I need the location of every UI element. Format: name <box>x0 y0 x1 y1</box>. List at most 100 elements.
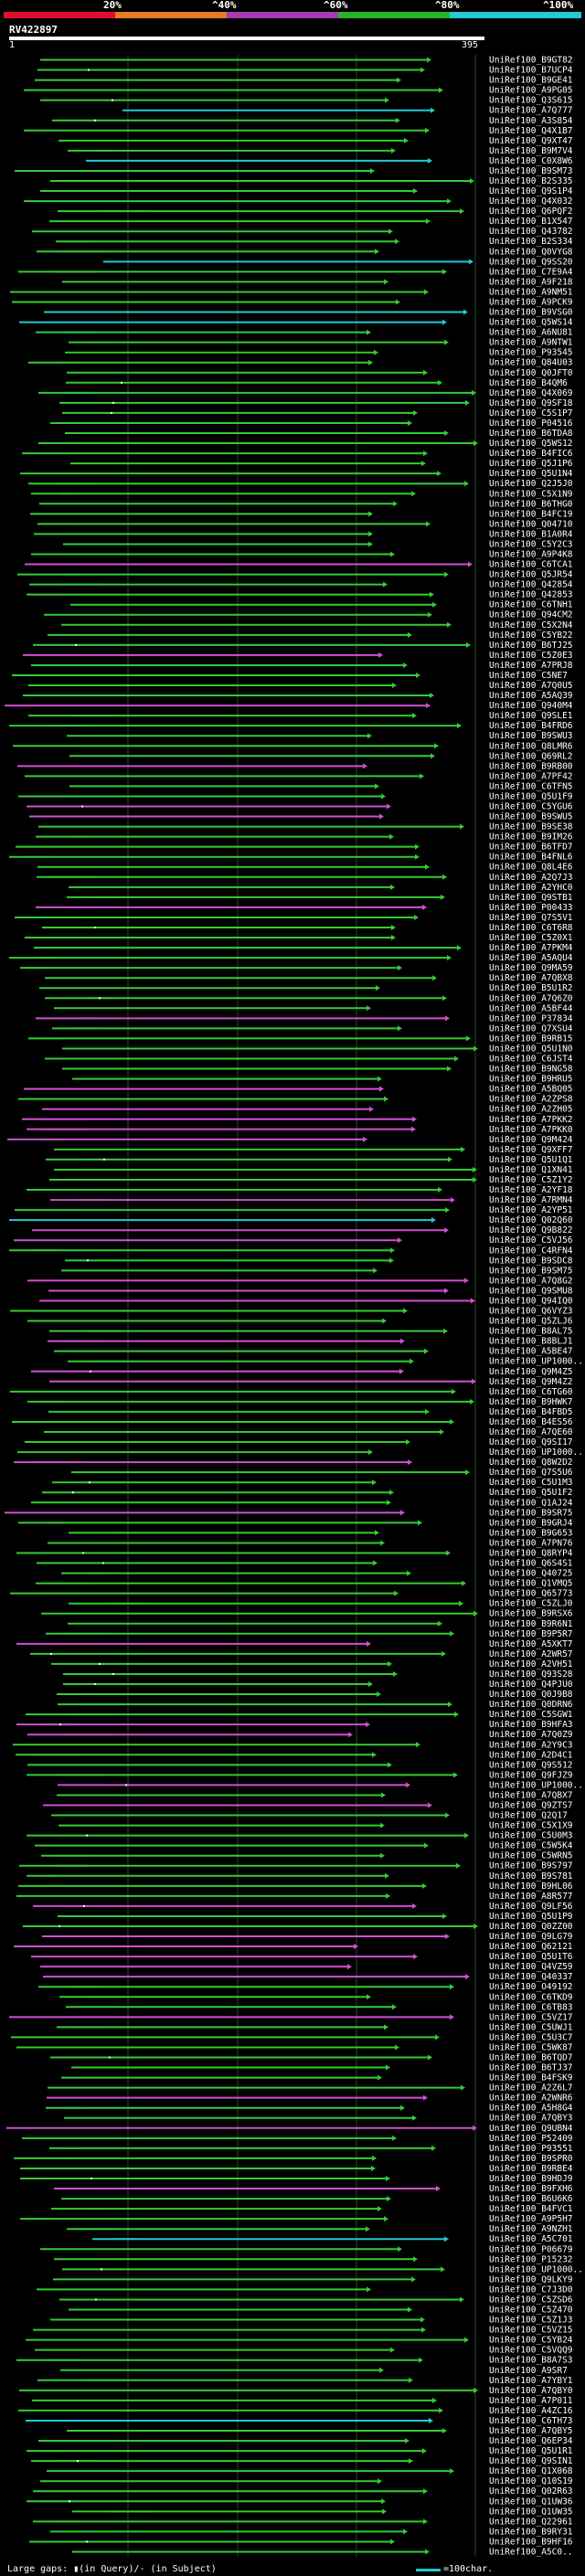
hit-label[interactable]: UniRef100_A9P5H7 <box>489 2214 573 2224</box>
hit-label[interactable]: UniRef100_Q4X1B7 <box>489 126 573 136</box>
hit-label[interactable]: UniRef100_B4ES56 <box>489 1417 573 1427</box>
hit-label[interactable]: UniRef100_A5BF44 <box>489 1003 573 1013</box>
hit-label[interactable]: UniRef100_B9S781 <box>489 1871 573 1882</box>
hit-label[interactable]: UniRef100_Q8W2D2 <box>489 1458 573 1468</box>
hit-label[interactable]: UniRef100_B9RY31 <box>489 2527 573 2537</box>
hit-label[interactable]: UniRef100_Q5U1T6 <box>489 1952 573 1962</box>
hit-label[interactable]: UniRef100_P93545 <box>489 348 573 358</box>
hit-label[interactable]: UniRef100_Q02Q60 <box>489 1215 573 1225</box>
hit-label[interactable]: UniRef100_B4QM6 <box>489 378 568 388</box>
hit-label[interactable]: UniRef100_Q94CM2 <box>489 610 573 620</box>
hit-label[interactable]: UniRef100_Q8LMR6 <box>489 741 573 751</box>
hit-label[interactable]: UniRef100_B5U1R2 <box>489 983 573 993</box>
hit-label[interactable]: UniRef100_A5BE47 <box>489 1347 573 1357</box>
hit-label[interactable]: UniRef100_C5YB24 <box>489 2336 573 2346</box>
hit-label[interactable]: UniRef100_C6TG60 <box>489 1387 573 1397</box>
hit-label[interactable]: UniRef100_A2VH51 <box>489 1659 573 1670</box>
hit-label[interactable]: UniRef100_B9GT82 <box>489 56 573 66</box>
hit-label[interactable]: UniRef100_C6TH73 <box>489 2416 573 2426</box>
hit-label[interactable]: UniRef100_A7PRJ8 <box>489 661 573 671</box>
hit-label[interactable]: UniRef100_Q4PJU0 <box>489 1680 573 1690</box>
hit-label[interactable]: UniRef100_B4FBD5 <box>489 1407 573 1417</box>
hit-label[interactable]: UniRef100_Q5U1F2 <box>489 1488 573 1498</box>
hit-label[interactable]: UniRef100_C5X1N9 <box>489 489 573 499</box>
hit-label[interactable]: UniRef100_Q0VYG8 <box>489 247 573 257</box>
hit-label[interactable]: UniRef100_B9P5R7 <box>489 1629 573 1639</box>
hit-label[interactable]: UniRef100_A2ZH05 <box>489 1105 573 1115</box>
hit-label[interactable]: UniRef100_Q9UBN4 <box>489 2124 573 2134</box>
hit-label[interactable]: UniRef100_C5Z1Y2 <box>489 1175 573 1185</box>
hit-label[interactable]: UniRef100_B9S797 <box>489 1861 573 1871</box>
hit-label[interactable]: UniRef100_Q1UW35 <box>489 2507 573 2517</box>
hit-label[interactable]: UniRef100_C7E9A4 <box>489 267 573 277</box>
hit-label[interactable]: UniRef100_Q5WS12 <box>489 439 573 449</box>
hit-label[interactable]: UniRef100_Q2Q17 <box>489 1811 568 1821</box>
hit-label[interactable]: UniRef100_Q62121 <box>489 1942 573 1952</box>
hit-label[interactable]: UniRef100_B9GE41 <box>489 76 573 86</box>
hit-label[interactable]: UniRef100_A7Q6Z0 <box>489 993 573 1003</box>
hit-label[interactable]: UniRef100_Q6VYZ3 <box>489 1307 573 1317</box>
hit-label[interactable]: UniRef100_C5U3C7 <box>489 2032 573 2042</box>
hit-label[interactable]: UniRef100_C7J3D0 <box>489 2284 573 2295</box>
hit-label[interactable]: UniRef100_Q5U1R1 <box>489 2446 573 2456</box>
hit-label[interactable]: UniRef100_A7PKK2 <box>489 1115 573 1125</box>
hit-label[interactable]: UniRef100_A7QBX8 <box>489 973 573 983</box>
hit-label[interactable]: UniRef100_B4FNL6 <box>489 853 573 863</box>
hit-label[interactable]: UniRef100_Q9SMU8 <box>489 1286 573 1296</box>
hit-label[interactable]: UniRef100_UP1000.. <box>489 1447 583 1458</box>
hit-label[interactable]: UniRef100_A7PF42 <box>489 771 573 781</box>
hit-label[interactable]: UniRef100_A9NM51 <box>489 287 573 297</box>
hit-label[interactable]: UniRef100_C5X1X9 <box>489 1821 573 1831</box>
hit-label[interactable]: UniRef100_Q40337 <box>489 1972 573 1982</box>
hit-label[interactable]: UniRef100_A2ZPS8 <box>489 1095 573 1105</box>
hit-label[interactable]: UniRef100_Q9SLE1 <box>489 711 573 721</box>
hit-label[interactable]: UniRef100_Q6S4S1 <box>489 1559 573 1569</box>
hit-label[interactable]: UniRef100_B7UCP4 <box>489 66 573 76</box>
hit-label[interactable]: UniRef100_Q5JR54 <box>489 570 573 580</box>
hit-label[interactable]: UniRef100_P04516 <box>489 419 573 429</box>
hit-label[interactable]: UniRef100_B8AL75 <box>489 1327 573 1337</box>
hit-label[interactable]: UniRef100_Q9B822 <box>489 1225 573 1235</box>
hit-label[interactable]: UniRef100_Q9SIN1 <box>489 2456 573 2466</box>
hit-label[interactable]: UniRef100_Q9FJZ9 <box>489 1770 573 1780</box>
hit-label[interactable]: UniRef100_C5Y2C3 <box>489 539 573 549</box>
hit-label[interactable]: UniRef100_A7QBX7 <box>489 1790 573 1800</box>
hit-label[interactable]: UniRef100_A5BQ05 <box>489 1085 573 1095</box>
hit-label[interactable]: UniRef100_B4FC19 <box>489 509 573 519</box>
hit-label[interactable]: UniRef100_Q9M4Z5 <box>489 1367 573 1377</box>
hit-label[interactable]: UniRef100_B9SR75 <box>489 1508 573 1518</box>
hit-label[interactable]: UniRef100_A5AQU4 <box>489 953 573 963</box>
hit-label[interactable]: UniRef100_B9HL06 <box>489 1882 573 1892</box>
hit-label[interactable]: UniRef100_C5VQQ9 <box>489 2346 573 2356</box>
hit-label[interactable]: UniRef100_B6TDA8 <box>489 429 573 439</box>
hit-label[interactable]: UniRef100_C5WK87 <box>489 2042 573 2052</box>
hit-label[interactable]: UniRef100_Q9ZTS7 <box>489 1800 573 1810</box>
hit-label[interactable]: UniRef100_B2S335 <box>489 176 573 186</box>
hit-label[interactable]: UniRef100_Q5ZLJ6 <box>489 1317 573 1327</box>
hit-label[interactable]: UniRef100_Q69RL2 <box>489 751 573 761</box>
hit-label[interactable]: UniRef100_Q5U1Q1 <box>489 1155 573 1165</box>
hit-label[interactable]: UniRef100_Q9LF56 <box>489 1902 573 1912</box>
hit-label[interactable]: UniRef100_A7PN76 <box>489 1538 573 1548</box>
hit-label[interactable]: UniRef100_A5XKT7 <box>489 1639 573 1649</box>
hit-label[interactable]: UniRef100_Q10S19 <box>489 2476 573 2486</box>
hit-label[interactable]: UniRef100_UP1000.. <box>489 1357 583 1367</box>
hit-label[interactable]: UniRef100_Q04710 <box>489 519 573 529</box>
hit-label[interactable]: UniRef100_Q4X032 <box>489 196 573 207</box>
hit-label[interactable]: UniRef100_Q0J9B8 <box>489 1690 573 1700</box>
hit-label[interactable]: UniRef100_C6TB83 <box>489 2002 573 2012</box>
hit-label[interactable]: UniRef100_P37834 <box>489 1013 573 1023</box>
hit-label[interactable]: UniRef100_Q43782 <box>489 227 573 237</box>
hit-label[interactable]: UniRef100_Q5WS14 <box>489 318 573 328</box>
hit-label[interactable]: UniRef100_A2WNR6 <box>489 2094 573 2104</box>
hit-label[interactable]: UniRef100_A9PG05 <box>489 86 573 96</box>
hit-label[interactable]: UniRef100_Q9SF18 <box>489 398 573 408</box>
hit-label[interactable]: UniRef100_A5AQ39 <box>489 691 573 701</box>
hit-label[interactable]: UniRef100_B4FSK9 <box>489 2073 573 2083</box>
hit-label[interactable]: UniRef100_C5Z470 <box>489 2306 573 2316</box>
hit-label[interactable]: UniRef100_P52409 <box>489 2134 573 2144</box>
hit-label[interactable]: UniRef100_B9HFA3 <box>489 1720 573 1730</box>
hit-label[interactable]: UniRef100_Q93S28 <box>489 1670 573 1680</box>
hit-label[interactable]: UniRef100_A7Q8G2 <box>489 1276 573 1286</box>
hit-label[interactable]: UniRef100_Q1XN41 <box>489 1165 573 1175</box>
